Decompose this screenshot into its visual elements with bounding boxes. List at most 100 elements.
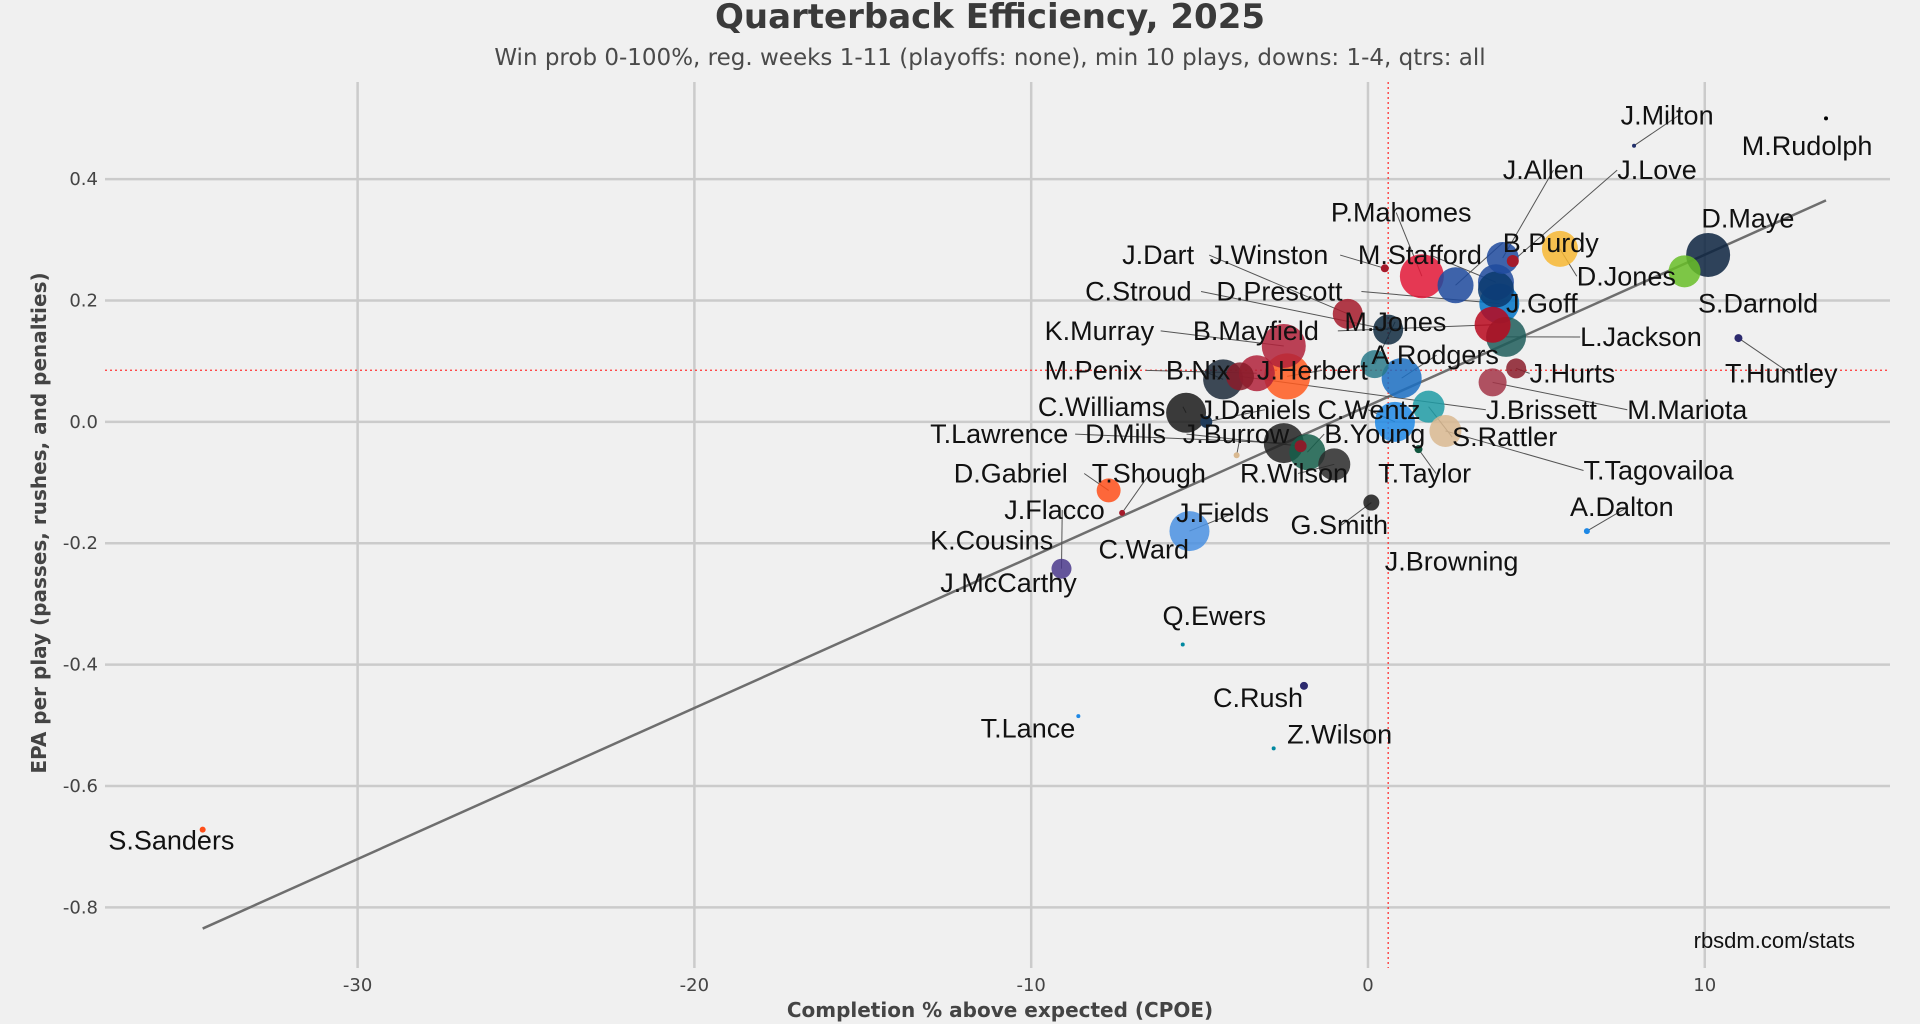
- qb-label: M.Rudolph: [1742, 131, 1873, 161]
- qb-label: C.Wentz: [1317, 395, 1420, 425]
- grid-lines: [105, 82, 1890, 968]
- label-leader-line: [1337, 324, 1493, 332]
- qb-label: D.Gabriel: [954, 459, 1068, 489]
- y-tick-label: -0.6: [63, 776, 98, 797]
- qb-label: J.Hurts: [1530, 358, 1616, 388]
- qb-point: T.Lance: [1076, 714, 1081, 719]
- label-leader-line: [1445, 430, 1584, 471]
- x-tick-label: 0: [1362, 975, 1373, 996]
- x-tick-label: -30: [343, 975, 372, 996]
- qb-label: T.Lawrence: [930, 419, 1068, 449]
- qb-point: S.Sanders: [199, 826, 206, 833]
- qb-point: J.Goff: [1477, 271, 1514, 308]
- y-tick-label: -0.8: [63, 897, 98, 918]
- qb-point: G.Smith: [1363, 494, 1380, 511]
- x-axis-label: Completion % above expected (CPOE): [787, 998, 1213, 1022]
- qb-label: C.Williams: [1038, 392, 1166, 422]
- label-leader-line: [1586, 506, 1629, 532]
- qb-point: B.Mayfield: [1474, 306, 1511, 343]
- label-leader-line: [1633, 115, 1679, 147]
- x-tick-label: -20: [680, 975, 709, 996]
- qb-label: T.Lance: [981, 713, 1076, 743]
- qb-label: G.Smith: [1291, 510, 1389, 540]
- qb-label: J.Fields: [1176, 498, 1269, 528]
- qb-label: M.Jones: [1344, 307, 1446, 337]
- label-leader-line: [1738, 337, 1791, 374]
- qb-point: J.Dart: [1332, 298, 1363, 329]
- qb-label: J.Goff: [1506, 289, 1578, 319]
- qb-point: M.Mariota: [1478, 368, 1507, 397]
- y-tick-label: -0.2: [63, 533, 98, 554]
- label-leader-line: [1418, 448, 1437, 474]
- qb-point: T.Shough: [1119, 509, 1126, 516]
- qb-point: C.Rush: [1299, 681, 1308, 690]
- qb-point: B.Purdy: [1437, 267, 1474, 304]
- qb-point: K.Murray: [1261, 323, 1306, 368]
- qb-point: J.Hurts: [1506, 358, 1527, 379]
- qb-label: D.Prescott: [1216, 276, 1343, 306]
- qb-label: J.Flacco: [1004, 495, 1105, 525]
- qb-label: S.Rattler: [1452, 422, 1557, 452]
- qb-label: R.Wilson: [1240, 459, 1348, 489]
- label-leader-line: [1121, 473, 1151, 514]
- label-leader-line: [1206, 409, 1265, 423]
- qb-point: P.Mahomes: [1399, 254, 1444, 299]
- qb-point: Q.Ewers: [1180, 642, 1185, 647]
- qb-label: C.Rush: [1213, 683, 1303, 713]
- qb-point: T.Taylor: [1414, 445, 1423, 454]
- qb-label: M.Mariota: [1627, 395, 1748, 425]
- qb-label: T.Tagovailoa: [1584, 455, 1735, 485]
- label-leader-line: [1512, 169, 1618, 262]
- qb-point: A.Dalton: [1583, 528, 1590, 535]
- y-tick-label: -0.4: [63, 655, 98, 676]
- qb-label: J.Burrow: [1183, 419, 1290, 449]
- qb-label: A.Rodgers: [1371, 340, 1499, 370]
- qb-label: J.Daniels: [1200, 395, 1311, 425]
- chart-subtitle: Win prob 0-100%, reg. weeks 1-11 (playof…: [494, 45, 1485, 71]
- x-tick-label: -10: [1016, 975, 1045, 996]
- qb-point: J.Daniels: [1200, 415, 1213, 428]
- qb-label: Q.Ewers: [1163, 601, 1267, 631]
- qb-point: D.Jones: [1541, 230, 1578, 267]
- y-tick-label: 0.4: [69, 169, 98, 190]
- qb-label: D.Maye: [1701, 204, 1794, 234]
- label-leader-line: [1075, 433, 1284, 444]
- qb-label: P.Mahomes: [1331, 198, 1472, 228]
- label-leader-line: [1502, 169, 1554, 259]
- qb-label: M.Penix: [1045, 355, 1143, 385]
- qb-point: A.Rodgers: [1381, 358, 1422, 399]
- qb-label: S.Sanders: [108, 826, 234, 856]
- qb-point: S.Rattler: [1412, 390, 1445, 423]
- qb-point: C.Williams: [1166, 392, 1207, 433]
- qb-label: T.Huntley: [1725, 358, 1838, 388]
- qb-point: S.Darnold: [1668, 255, 1701, 288]
- trend-line: [202, 199, 1827, 930]
- qb-label: J.Love: [1617, 155, 1697, 185]
- qb-point: C.Stroud: [1373, 314, 1404, 345]
- chart-title: Quarterback Efficiency, 2025: [715, 0, 1265, 37]
- trend-line-layer: [202, 199, 1827, 930]
- label-leader-line: [1208, 254, 1348, 315]
- qb-label: L.Jackson: [1580, 322, 1702, 352]
- qb-point: C.Wentz: [1374, 401, 1415, 442]
- data-points: J.Herbert D.Maye P.Mahomes K.Murray D.Presco…: [199, 116, 1829, 833]
- qb-point: J.Milton: [1632, 143, 1637, 148]
- qb-label: A.Dalton: [1570, 492, 1674, 522]
- tick-labels: -30 -20 -10 0 10 0.4 0.2 0.0 -0.2 -0.4 -0.6 -0.8: [63, 169, 1716, 996]
- qb-label: J.Milton: [1621, 100, 1714, 130]
- qb-label: J.McCarthy: [940, 568, 1077, 598]
- qb-point: D.Gabriel: [1096, 478, 1121, 503]
- qb-label: J.Herbert: [1257, 355, 1369, 385]
- qb-label: D.Mills: [1085, 419, 1166, 449]
- qb-label: T.Shough: [1092, 459, 1206, 489]
- label-leader-line: [1492, 381, 1628, 411]
- source-note: rbsdm.com/stats: [1694, 928, 1855, 953]
- y-tick-label: 0.2: [69, 290, 98, 311]
- qb-label: B.Mayfield: [1193, 316, 1319, 346]
- qb-point: T.Tagovailoa: [1429, 414, 1462, 447]
- qb-point: J.Winston: [1380, 264, 1389, 273]
- label-leader-line: [1361, 290, 1500, 304]
- qb-label: B.Nix: [1166, 355, 1231, 385]
- label-leader-line: [1340, 254, 1385, 269]
